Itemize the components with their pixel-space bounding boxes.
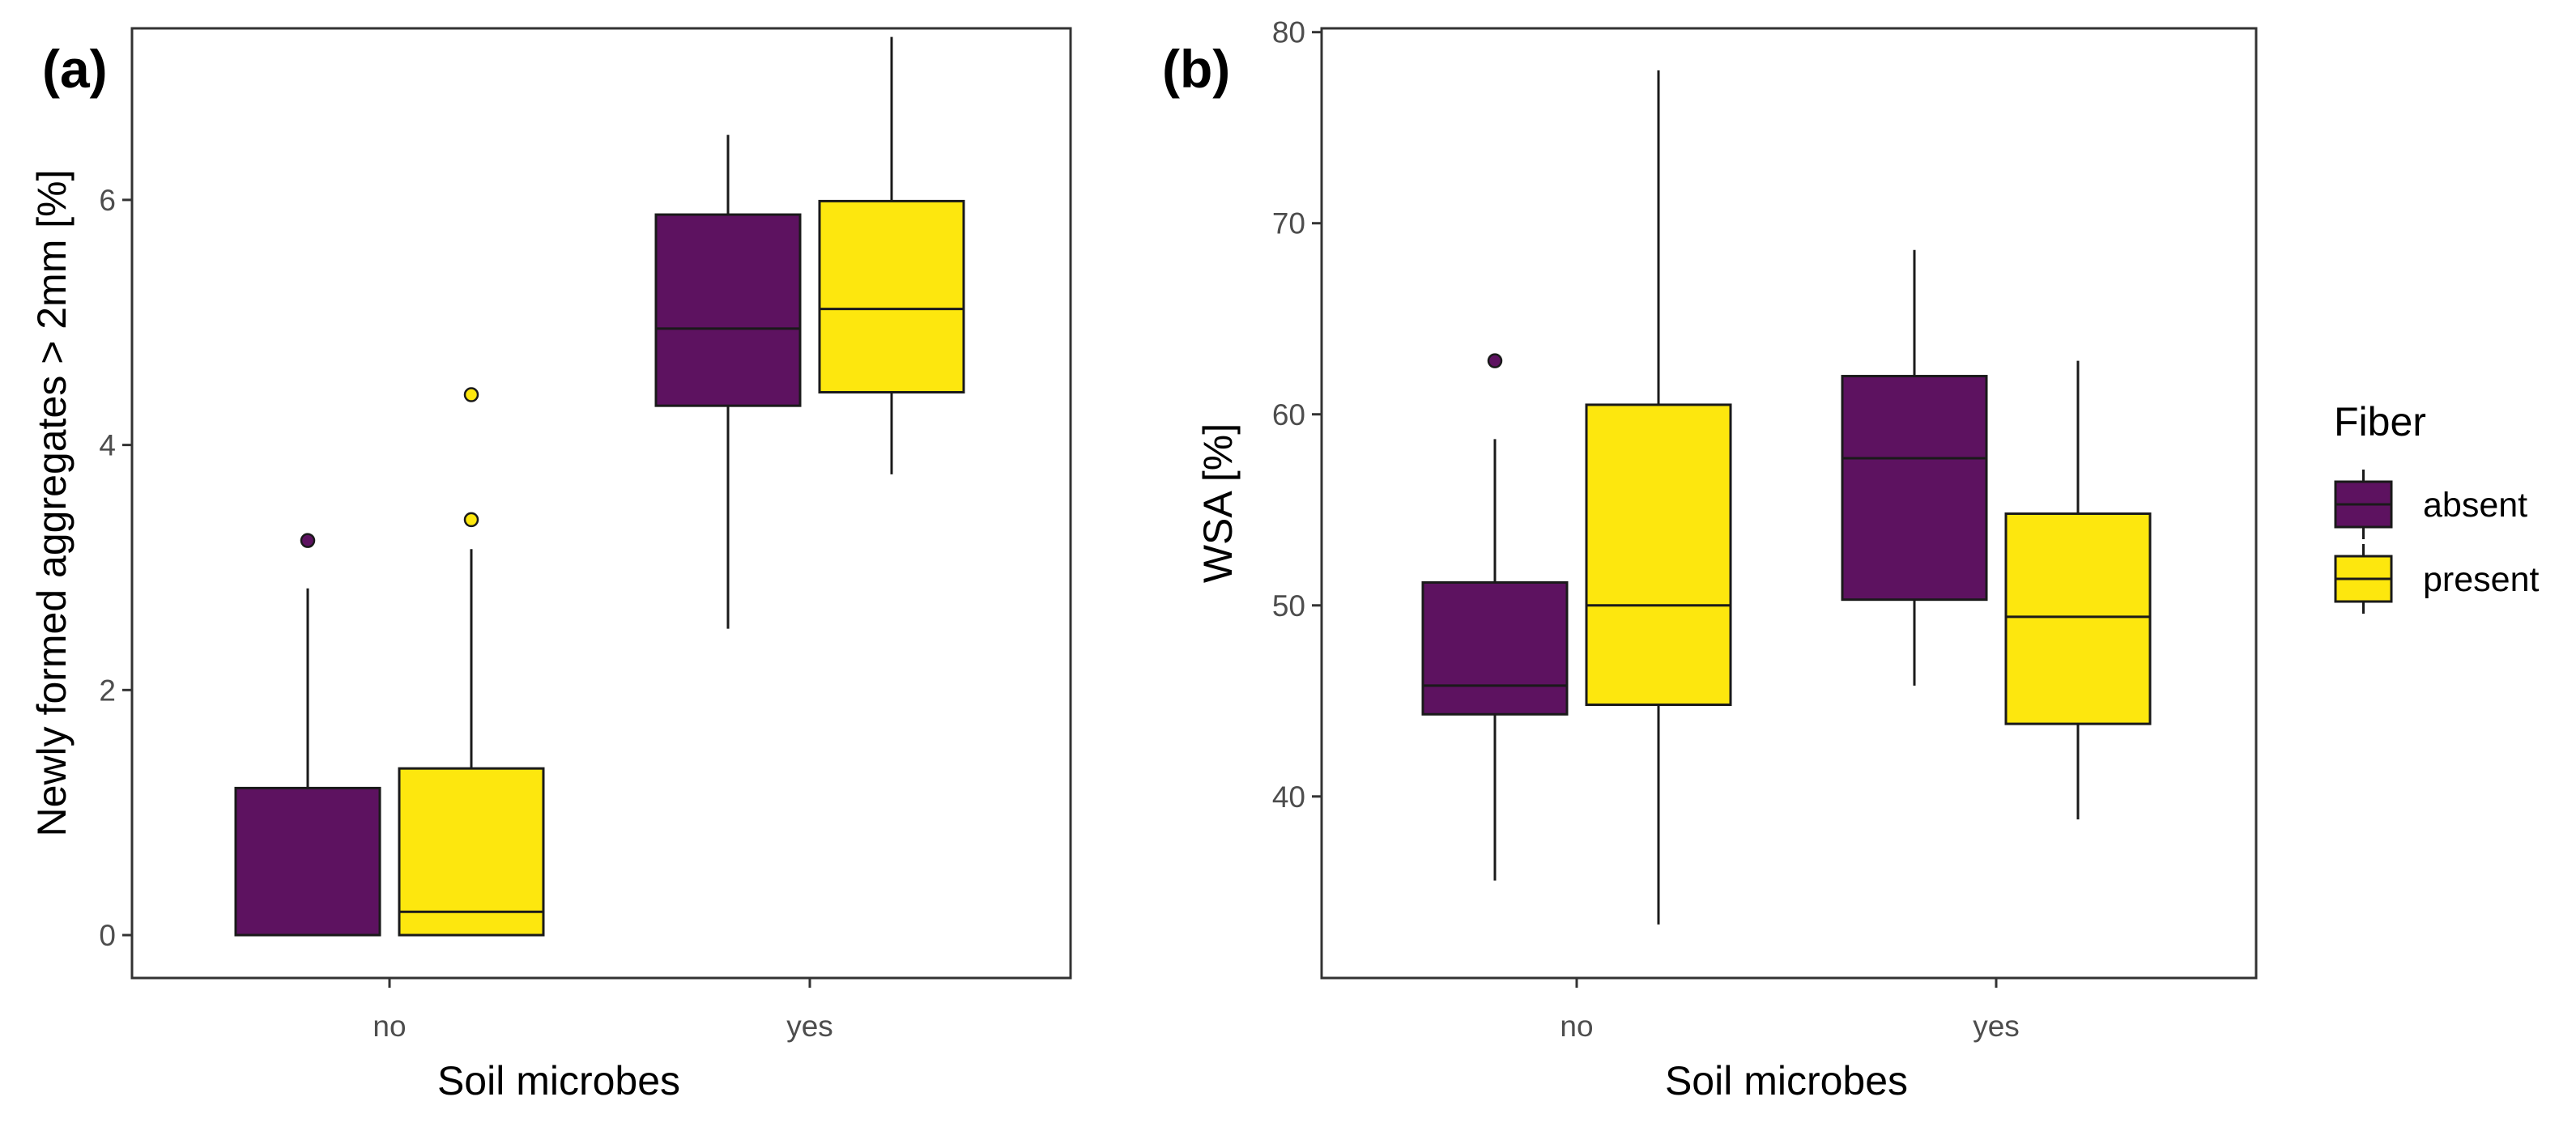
y-tick-label: 60 [1272, 398, 1305, 432]
box-iqr [1841, 375, 1988, 602]
box-iqr [2004, 512, 2152, 725]
box-iqr [654, 213, 802, 407]
outlier-point [463, 387, 479, 402]
y-tick-label: 2 [99, 674, 116, 707]
legend-item-present: present [2334, 544, 2539, 614]
panel-label-a: (a) [42, 39, 108, 99]
x-axis-title-a: Soil microbes [437, 1058, 680, 1103]
outlier-point [300, 533, 316, 548]
box-b-yes-absent [1841, 249, 1988, 686]
y-tick-label: 4 [99, 429, 116, 462]
box-iqr [818, 199, 965, 394]
panel-label-b: (b) [1162, 39, 1230, 99]
x-tick-label: no [373, 1010, 406, 1043]
y-tick-label: 70 [1272, 207, 1305, 240]
y-tick-label: 6 [99, 184, 116, 217]
x-tick-label: yes [786, 1010, 833, 1043]
box-a-no-present [398, 387, 545, 937]
y-tick-label: 80 [1272, 16, 1305, 49]
box-iqr [398, 767, 545, 937]
x-tick-label: no [1560, 1010, 1593, 1043]
legend-label-present: present [2423, 560, 2539, 599]
y-tick-label: 40 [1272, 780, 1305, 814]
legend-item-absent: absent [2334, 470, 2527, 539]
y-axis-title-b: WSA [%] [1195, 423, 1241, 583]
box-a-no-absent [234, 533, 381, 937]
box-b-yes-present [2004, 360, 2152, 820]
box-iqr [1421, 580, 1569, 716]
box-b-no-absent [1421, 353, 1569, 881]
panel-a: 0 2 4 6 no yes Soil microbes Newly formed aggre… [29, 27, 1072, 1103]
panel-a-border [130, 27, 1072, 980]
box-iqr [1585, 403, 1732, 706]
y-tick-label: 50 [1272, 589, 1305, 623]
legend: Fiber absent present [2334, 399, 2539, 614]
box-b-no-present [1585, 70, 1732, 925]
panel-b-border [1320, 27, 2258, 980]
x-axis-title-b: Soil microbes [1665, 1058, 1908, 1103]
box-iqr [234, 786, 381, 937]
outlier-point [1487, 353, 1503, 368]
legend-label-absent: absent [2423, 486, 2527, 525]
y-axis-title-a: Newly formed aggregates > 2mm [%] [29, 170, 75, 837]
x-tick-label: yes [1973, 1010, 2020, 1043]
box-a-yes-absent [654, 134, 802, 629]
y-tick-label: 0 [99, 919, 116, 952]
legend-title: Fiber [2334, 399, 2426, 444]
box-a-yes-present [818, 36, 965, 474]
panel-b: 40 50 60 70 80 no yes Soil microbes WSA [%] (b) [1162, 16, 2258, 1103]
outlier-point [463, 512, 479, 528]
